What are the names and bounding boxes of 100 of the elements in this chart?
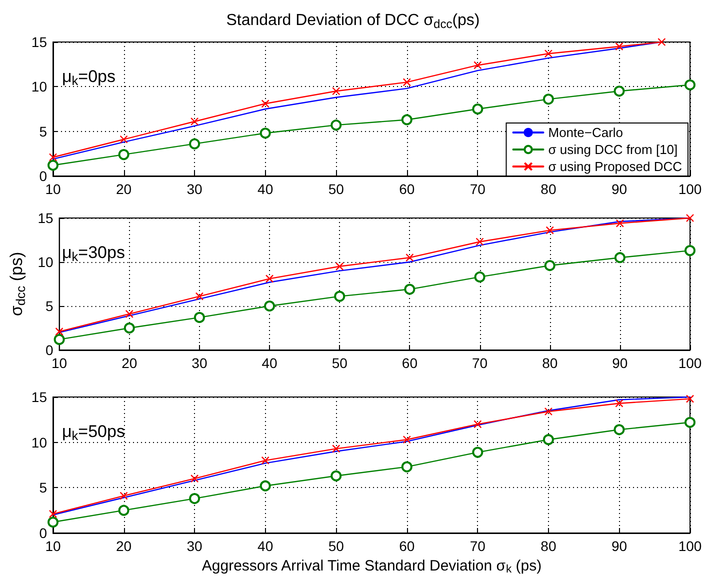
x-tick-label: 30 <box>186 181 203 197</box>
x-tick-label: 50 <box>328 538 344 554</box>
point <box>658 38 666 46</box>
point <box>48 153 58 162</box>
point <box>261 456 270 465</box>
y-tick-label: 15 <box>31 34 48 50</box>
point <box>260 128 271 139</box>
point <box>402 78 411 86</box>
point <box>686 214 694 222</box>
point <box>615 399 624 408</box>
x-tick-label: 70 <box>472 355 488 371</box>
point <box>48 510 58 518</box>
point <box>118 504 130 516</box>
point <box>406 254 414 262</box>
x-tick-label: 100 <box>678 538 702 554</box>
point <box>474 420 482 428</box>
point <box>472 446 484 458</box>
point <box>615 42 624 51</box>
point <box>544 260 556 272</box>
point <box>125 310 134 318</box>
point <box>332 87 340 96</box>
y-tick-label: 5 <box>39 123 48 140</box>
point <box>614 86 625 97</box>
point <box>261 100 270 108</box>
x-tick-label: 20 <box>116 181 132 197</box>
point <box>330 120 342 131</box>
x-tick-label: 100 <box>678 355 702 371</box>
point <box>55 327 64 336</box>
point <box>684 416 696 428</box>
y-tick-label: 15 <box>38 210 54 226</box>
x-tick-label: 80 <box>540 538 556 554</box>
x-tick-label: 60 <box>402 355 418 371</box>
x-tick-label: 100 <box>678 181 702 197</box>
point <box>48 160 58 171</box>
point <box>195 292 204 300</box>
point <box>118 149 130 160</box>
point <box>404 284 416 295</box>
x-tick-label: 30 <box>186 538 203 554</box>
legend-label: Monte−Carlo <box>548 125 624 140</box>
point <box>330 470 342 482</box>
y-tick-label: 0 <box>39 168 48 184</box>
x-tick-label: 40 <box>262 355 278 371</box>
point <box>542 94 554 105</box>
point <box>48 516 58 528</box>
point <box>189 493 200 504</box>
y-tick-label: 0 <box>39 525 48 541</box>
point <box>472 104 484 114</box>
x-tick-label: 60 <box>399 181 415 197</box>
y-tick-label: 10 <box>31 434 48 450</box>
x-tick-label: 30 <box>192 355 208 371</box>
point <box>616 219 624 228</box>
point <box>401 114 412 126</box>
x-tick-label: 90 <box>612 355 628 371</box>
x-tick-label: 40 <box>258 181 274 197</box>
x-tick-label: 80 <box>540 181 556 197</box>
y-tick-label: 5 <box>46 298 54 314</box>
x-tick-label: 60 <box>399 538 415 554</box>
point <box>546 226 554 234</box>
point <box>474 61 482 70</box>
y-tick-label: 10 <box>38 254 54 270</box>
legend-label: σ using Proposed DCC <box>548 159 682 174</box>
point <box>264 300 276 312</box>
x-tick-label: 70 <box>470 538 486 554</box>
point <box>474 271 486 282</box>
point <box>54 334 65 345</box>
point <box>401 461 412 472</box>
point <box>260 480 271 492</box>
point <box>124 322 135 334</box>
point <box>684 245 696 256</box>
point <box>544 50 553 58</box>
point <box>190 474 199 483</box>
point <box>684 79 696 90</box>
y-tick-label: 5 <box>39 480 48 496</box>
x-tick-label: 90 <box>611 538 628 554</box>
point <box>544 407 553 416</box>
x-tick-label: 20 <box>122 355 138 371</box>
point <box>194 312 205 323</box>
point <box>614 252 626 264</box>
point <box>265 274 274 283</box>
x-tick-label: 20 <box>116 538 132 554</box>
point <box>476 238 484 246</box>
point <box>542 434 554 446</box>
legend-label: σ using DCC from [10] <box>548 142 678 157</box>
x-tick-label: 70 <box>470 181 486 197</box>
point <box>120 135 128 144</box>
y-tick-label: 10 <box>31 78 48 95</box>
point <box>686 394 694 403</box>
x-tick-label: 90 <box>611 181 628 197</box>
point <box>336 262 344 270</box>
point <box>334 290 346 302</box>
point <box>190 117 199 126</box>
y-tick-label: 0 <box>46 342 54 358</box>
point <box>614 424 625 436</box>
point <box>332 444 340 453</box>
x-tick-label: 80 <box>542 355 558 371</box>
point <box>402 436 411 444</box>
y-tick-label: 15 <box>31 389 48 405</box>
point <box>189 138 200 150</box>
x-tick-label: 40 <box>258 538 274 554</box>
x-tick-label: 50 <box>328 181 344 197</box>
